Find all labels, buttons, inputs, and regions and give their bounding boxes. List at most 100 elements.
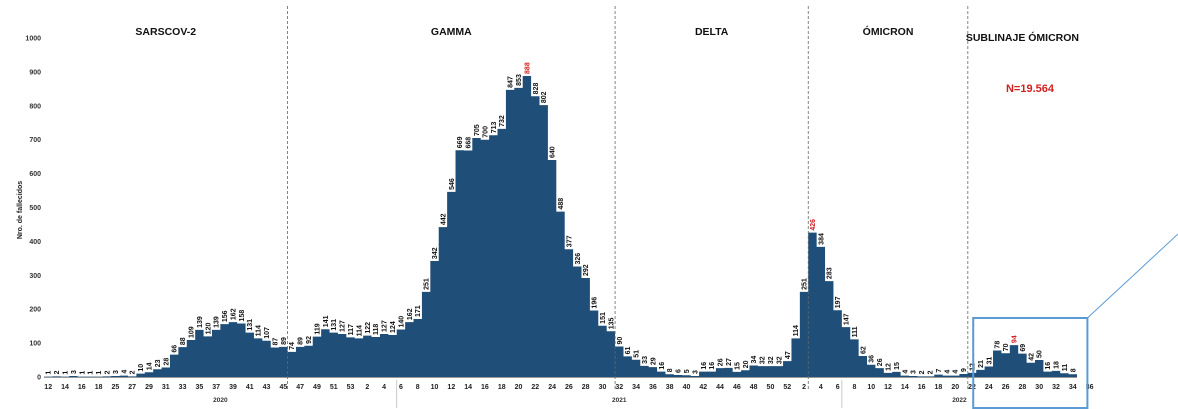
bar xyxy=(355,338,363,377)
x-tick-label: 30 xyxy=(599,384,607,391)
x-tick-label: 28 xyxy=(1019,384,1027,391)
bar xyxy=(52,376,60,377)
bar xyxy=(1027,363,1035,377)
value-label: 92 xyxy=(306,336,313,344)
x-tick-label: 10 xyxy=(431,384,439,391)
bar xyxy=(204,336,212,377)
bar xyxy=(229,322,237,377)
bar xyxy=(372,337,380,377)
x-tick-label: 25 xyxy=(111,384,119,391)
value-label: 87 xyxy=(272,338,279,346)
bar xyxy=(976,370,984,377)
value-label: 162 xyxy=(230,308,237,320)
value-label: 251 xyxy=(424,278,431,290)
x-tick-label: 44 xyxy=(716,384,724,391)
x-tick-label: 16 xyxy=(481,384,489,391)
bar xyxy=(489,135,497,377)
bar xyxy=(934,375,942,377)
bar xyxy=(699,372,707,377)
bar xyxy=(523,76,531,377)
bar xyxy=(682,375,690,377)
x-tick-label: 31 xyxy=(162,384,170,391)
value-label: 171 xyxy=(415,305,422,317)
x-tick-label: 22 xyxy=(968,384,976,391)
grid-layer: 0 100 200 300 400 500 600 700 800 900 1000 xyxy=(25,36,41,382)
value-label: 122 xyxy=(365,322,372,334)
bar xyxy=(850,339,858,377)
period-title: GAMMA xyxy=(431,26,472,38)
bar xyxy=(178,347,186,377)
bar xyxy=(346,337,354,377)
bar xyxy=(615,346,623,377)
bar xyxy=(691,376,699,377)
value-label: 342 xyxy=(432,247,439,259)
x-tick-label: 43 xyxy=(263,384,271,391)
bar xyxy=(447,192,455,377)
value-label: 12 xyxy=(886,363,893,371)
value-label: 156 xyxy=(222,310,229,322)
x-tick-label: 20 xyxy=(515,384,523,391)
bar xyxy=(304,346,312,377)
x-tick-label: 4 xyxy=(819,384,823,391)
bar xyxy=(405,322,413,377)
bar xyxy=(220,324,228,377)
bar xyxy=(262,341,270,377)
bar xyxy=(330,333,338,377)
value-label: 1 xyxy=(62,371,69,375)
bar xyxy=(120,376,128,377)
bar xyxy=(296,347,304,377)
y-tick-label: 400 xyxy=(29,239,41,246)
x-tick-label: 20 xyxy=(951,384,959,391)
value-label: 668 xyxy=(466,137,473,149)
x-tick-label: 18 xyxy=(95,384,103,391)
value-label: 139 xyxy=(197,316,204,328)
value-label: 5 xyxy=(684,369,691,373)
bar xyxy=(430,261,438,377)
x-tick-label: 18 xyxy=(935,384,943,391)
bar xyxy=(195,330,203,377)
bar xyxy=(649,367,657,377)
value-label: 2 xyxy=(104,370,111,374)
bar xyxy=(313,337,321,377)
x-tick-label: 45 xyxy=(279,384,287,391)
value-label: 89 xyxy=(298,337,305,345)
value-label: 32 xyxy=(768,356,775,364)
x-tick-label: 14 xyxy=(901,384,909,391)
x-tick-label: 50 xyxy=(767,384,775,391)
value-label: 50 xyxy=(1037,350,1044,358)
bar xyxy=(1010,345,1018,377)
x-tick-label: 40 xyxy=(683,384,691,391)
value-label: 131 xyxy=(247,319,254,331)
y-tick-label: 500 xyxy=(29,205,41,212)
x-tick-label: 8 xyxy=(416,384,420,391)
y-tick-label: 600 xyxy=(29,171,41,178)
x-tick-label: 47 xyxy=(296,384,304,391)
value-label: 69 xyxy=(1020,344,1027,352)
value-label: 90 xyxy=(617,337,624,345)
x-tick-label: 42 xyxy=(699,384,707,391)
bar xyxy=(775,366,783,377)
value-label: 384 xyxy=(818,233,825,245)
bar xyxy=(1043,372,1051,377)
y-tick-label: 900 xyxy=(29,69,41,76)
year-label: 2020 xyxy=(213,397,228,404)
x-tick-label: 12 xyxy=(447,384,455,391)
bar xyxy=(514,88,522,377)
value-label: 4 xyxy=(944,370,951,374)
value-label: 135 xyxy=(608,317,615,329)
value-label: 700 xyxy=(482,126,489,138)
axis-layer: 12 14 16 18 25 27 29 31 33 35 37 39 41 43 45 47 49 51 53 2 4… xyxy=(44,377,1094,408)
bar xyxy=(901,376,909,377)
bar xyxy=(111,376,119,377)
x-tick-label: 38 xyxy=(666,384,674,391)
bar xyxy=(170,355,178,377)
value-label: 669 xyxy=(457,136,464,148)
value-label: 94 xyxy=(1012,335,1019,343)
value-label: 151 xyxy=(600,312,607,324)
value-label: 140 xyxy=(398,316,405,328)
bar xyxy=(548,160,556,377)
bar xyxy=(481,140,489,377)
bar xyxy=(657,372,665,377)
value-label: 3 xyxy=(113,370,120,374)
value-label: 4 xyxy=(902,370,909,374)
